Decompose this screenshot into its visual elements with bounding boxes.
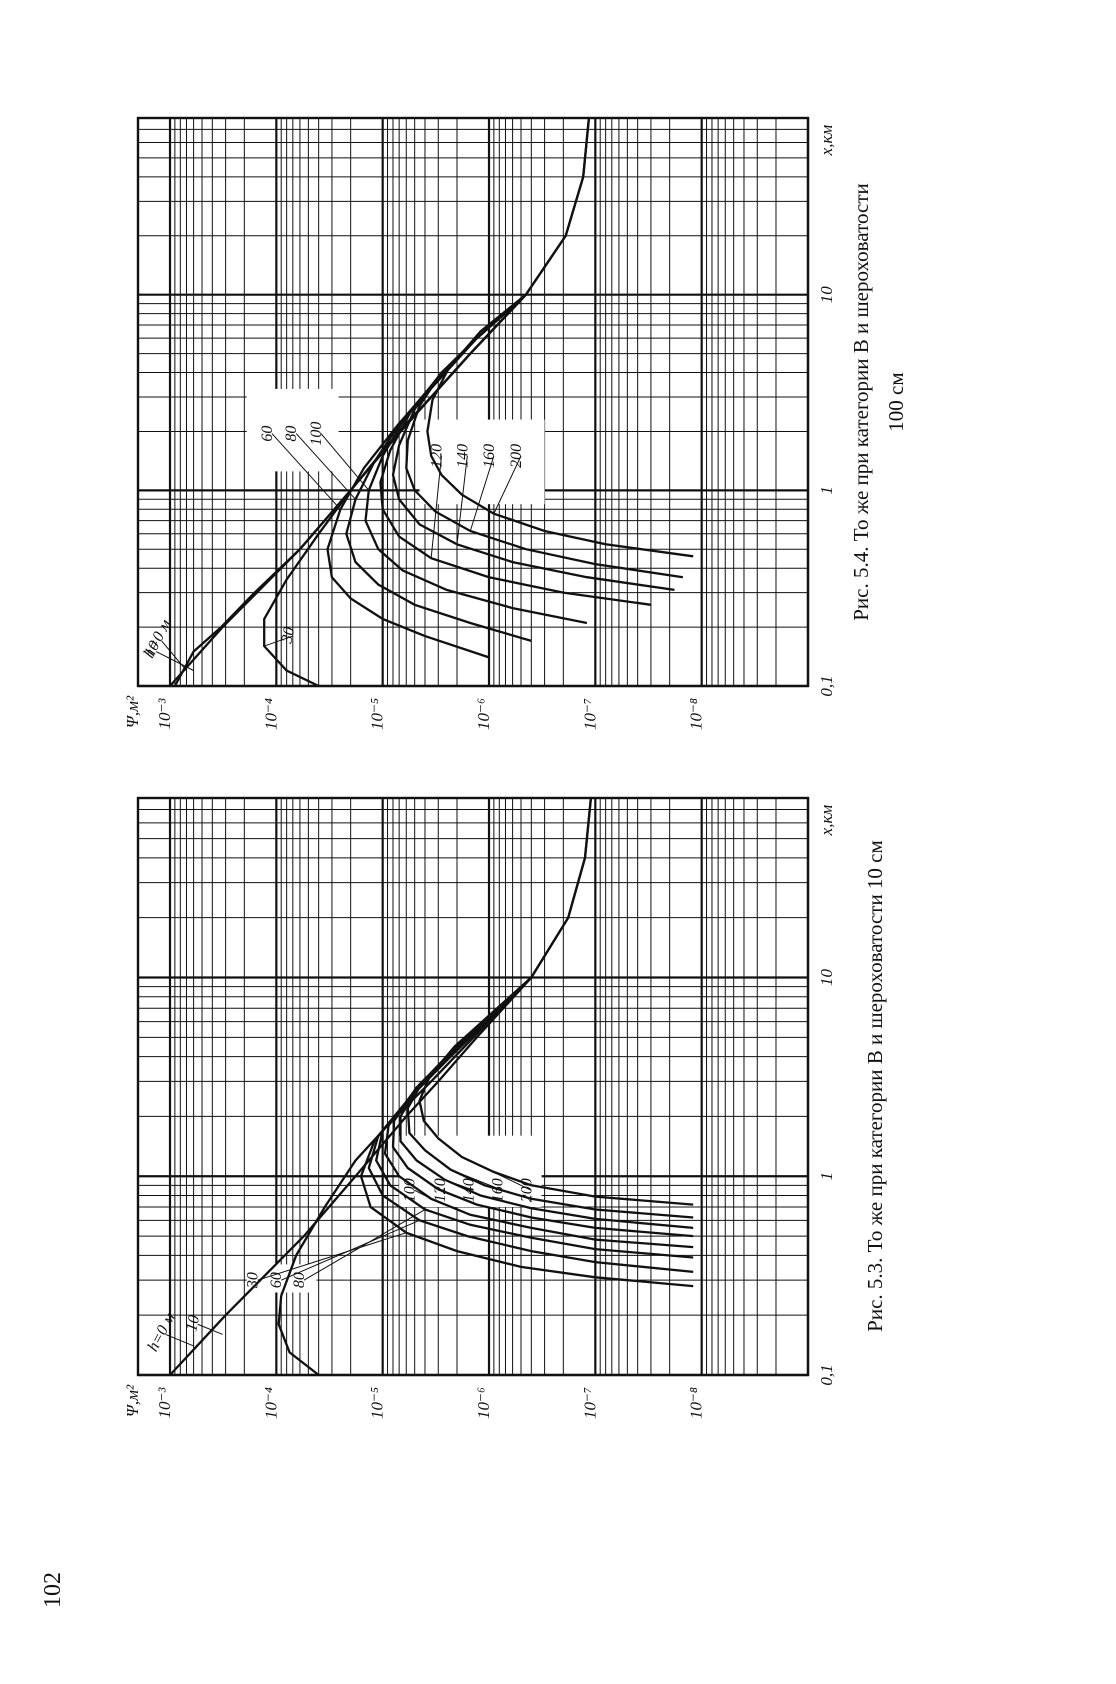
series-leader-7	[456, 455, 468, 545]
caption-text: То же при категории B и шероховатости	[849, 183, 873, 541]
series-leader-5	[414, 1189, 432, 1200]
series-leader-2	[257, 1232, 407, 1281]
y-tick-label: 10⁻⁸	[687, 1387, 706, 1419]
series-label-2: 30	[278, 626, 298, 646]
caption-text: То же при категории B и шероховатости 10…	[863, 840, 887, 1252]
series-label-7: 140	[454, 444, 471, 468]
x-tick-label: 1	[817, 486, 836, 495]
series-leader-9	[461, 1156, 532, 1191]
series-leader-0	[161, 640, 187, 671]
series-label-3: 60	[268, 1272, 285, 1288]
series-leader-1	[155, 651, 194, 671]
label-box	[246, 1264, 317, 1293]
series-label-9: 200	[518, 1178, 535, 1202]
series-leader-7	[444, 1179, 474, 1191]
page-number: 102	[40, 1572, 66, 1608]
series-leader-2	[264, 635, 293, 647]
series-leader-5	[320, 433, 370, 491]
series-label-3: 60	[259, 426, 276, 442]
x-axis-label: x,км	[817, 125, 836, 157]
x-tick-label: 0,1	[817, 1364, 836, 1385]
figure-caption: Рис. 5.4. То же при категории B и шерохо…	[849, 183, 873, 621]
series-leader-8	[450, 1169, 503, 1191]
series-label-8: 160	[481, 444, 498, 468]
series-label-4: 80	[291, 1272, 308, 1288]
y-tick-label: 10⁻⁴	[261, 698, 280, 730]
series-leader-8	[469, 455, 495, 532]
series-label-9: 200	[508, 444, 525, 468]
series-leader-6	[438, 1188, 445, 1191]
series-label-0: h=0 м	[145, 1310, 179, 1354]
series-leader-0	[165, 1333, 194, 1347]
x-tick-label: 10	[817, 968, 836, 986]
series-leader-9	[493, 455, 522, 514]
series-line-9	[418, 976, 694, 1206]
x-axis-label: x,км	[817, 805, 836, 837]
series-label-6: 120	[432, 1178, 449, 1202]
series-label-6: 120	[428, 444, 445, 468]
series-line-3	[326, 293, 527, 659]
series-label-2: 30	[245, 1272, 262, 1289]
series-label-1: 10	[183, 1314, 203, 1333]
y-tick-label: 10⁻⁶	[474, 1387, 493, 1419]
series-label-7: 140	[460, 1178, 477, 1202]
y-tick-label: 10⁻⁵	[368, 698, 387, 730]
plot-frame	[136, 796, 810, 1377]
y-tick-label: 10⁻⁵	[368, 1387, 387, 1419]
caption-line-2: 100 см	[884, 372, 908, 431]
figure-number: Рис. 5.3.	[863, 1252, 887, 1332]
y-tick-label: 10⁻⁸	[687, 698, 706, 730]
series-leader-4	[295, 433, 356, 500]
plot-frame	[136, 116, 810, 688]
series-label-1: 10	[141, 638, 164, 660]
y-axis-label: Ψ,м²	[123, 1384, 142, 1417]
y-tick-label: 10⁻³	[155, 1387, 174, 1419]
y-tick-label: 10⁻⁷	[580, 1387, 599, 1419]
y-axis-label: Ψ,м²	[123, 695, 142, 728]
series-line-0	[169, 797, 593, 1376]
series-leader-3	[281, 1219, 420, 1281]
y-tick-label: 10⁻³	[155, 698, 174, 730]
label-box	[246, 388, 339, 472]
figure-caption: Рис. 5.3. То же при категории B и шерохо…	[863, 840, 887, 1332]
series-label-5: 100	[308, 422, 325, 446]
chart-grid	[137, 797, 810, 1377]
series-leader-1	[197, 1323, 223, 1335]
x-tick-label: 0,1	[817, 675, 836, 696]
y-tick-label: 10⁻⁶	[474, 698, 493, 730]
series-line-2	[359, 976, 694, 1288]
series-leader-3	[271, 433, 341, 510]
figure-number: Рис. 5.4.	[849, 541, 873, 621]
series-label-4: 80	[283, 426, 300, 442]
y-tick-label: 10⁻⁷	[580, 698, 599, 730]
series-line-9	[426, 293, 694, 558]
x-tick-label: 1	[817, 1172, 836, 1181]
series-line-2	[263, 293, 527, 688]
x-tick-label: 10	[817, 286, 836, 304]
series-line-0	[169, 117, 591, 687]
y-tick-label: 10⁻⁴	[261, 1387, 280, 1419]
series-leader-4	[303, 1209, 426, 1281]
series-label-5: 100	[402, 1178, 419, 1202]
chart-grid	[137, 117, 810, 688]
series-label-8: 160	[489, 1178, 506, 1202]
series-line-8	[405, 293, 684, 579]
series-leader-6	[430, 455, 442, 559]
